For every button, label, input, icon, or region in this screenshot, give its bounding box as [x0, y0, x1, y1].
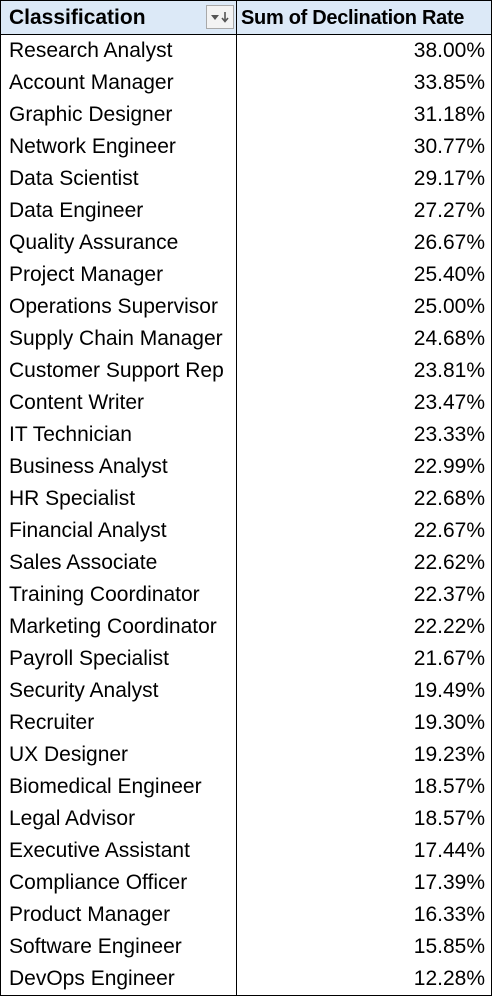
classification-cell[interactable]: Security Analyst — [1, 675, 237, 707]
classification-cell[interactable]: Legal Advisor — [1, 803, 237, 835]
classification-cell[interactable]: DevOps Engineer — [1, 963, 237, 995]
declination-rate-cell[interactable]: 22.37% — [413, 583, 485, 606]
classification-cell[interactable]: Supply Chain Manager — [1, 323, 237, 355]
declination-rate-cell[interactable]: 25.00% — [413, 295, 485, 318]
classification-cell[interactable]: UX Designer — [1, 739, 237, 771]
classification-cell[interactable]: Customer Support Rep — [1, 355, 237, 387]
pivot-row: Graphic Designer 31.18% — [1, 99, 491, 131]
declination-rate-cell[interactable]: 26.67% — [413, 231, 485, 254]
declination-rate-cell[interactable]: 19.49% — [413, 679, 485, 702]
classification-cell[interactable]: Software Engineer — [1, 931, 237, 963]
classification-cell[interactable]: Network Engineer — [1, 131, 237, 163]
pivot-row: Recruiter 19.30% — [1, 707, 491, 739]
classification-cell[interactable]: Financial Analyst — [1, 515, 237, 547]
declination-rate-cell[interactable]: 21.67% — [413, 647, 485, 670]
classification-cell[interactable]: Marketing Coordinator — [1, 611, 237, 643]
declination-rate-cell[interactable]: 18.57% — [413, 775, 485, 798]
classification-cell[interactable]: Product Manager — [1, 899, 237, 931]
declination-rate-cell[interactable]: 25.40% — [413, 263, 485, 286]
declination-rate-cell[interactable]: 17.44% — [413, 839, 485, 862]
declination-rate-cell[interactable]: 38.00% — [413, 39, 485, 62]
pivot-row: Data Scientist 29.17% — [1, 163, 491, 195]
declination-rate-cell[interactable]: 15.85% — [413, 935, 485, 958]
declination-rate-cell[interactable]: 17.39% — [413, 871, 485, 894]
pivot-row: Financial Analyst 22.67% — [1, 515, 491, 547]
classification-cell[interactable]: Project Manager — [1, 259, 237, 291]
classification-cell[interactable]: Sales Associate — [1, 547, 237, 579]
pivot-header-row: Classification Sum of Declination Rate — [1, 1, 491, 35]
classification-cell[interactable]: Business Analyst — [1, 451, 237, 483]
classification-cell[interactable]: HR Specialist — [1, 483, 237, 515]
declination-rate-cell[interactable]: 23.33% — [413, 423, 485, 446]
pivot-row: Customer Support Rep 23.81% — [1, 355, 491, 387]
pivot-row: Training Coordinator 22.37% — [1, 579, 491, 611]
declination-rate-cell[interactable]: 24.68% — [413, 327, 485, 350]
declination-rate-cell[interactable]: 29.17% — [413, 167, 485, 190]
declination-rate-cell[interactable]: 22.99% — [413, 455, 485, 478]
declination-rate-cell[interactable]: 27.27% — [413, 199, 485, 222]
pivot-row: Compliance Officer 17.39% — [1, 867, 491, 899]
declination-rate-cell[interactable]: 33.85% — [413, 71, 485, 94]
declination-rate-cell[interactable]: 19.30% — [413, 711, 485, 734]
declination-rate-cell[interactable]: 16.33% — [413, 903, 485, 926]
declination-rate-cell[interactable]: 22.22% — [413, 615, 485, 638]
classification-cell[interactable]: Biomedical Engineer — [1, 771, 237, 803]
pivot-row: Executive Assistant 17.44% — [1, 835, 491, 867]
pivot-row: Biomedical Engineer 18.57% — [1, 771, 491, 803]
pivot-row: Supply Chain Manager 24.68% — [1, 323, 491, 355]
pivot-row: Business Analyst 22.99% — [1, 451, 491, 483]
pivot-row: Network Engineer 30.77% — [1, 131, 491, 163]
pivot-body: Research Analyst 38.00% Account Manager 33.… — [1, 35, 491, 995]
classification-cell[interactable]: Quality Assurance — [1, 227, 237, 259]
pivot-row: DevOps Engineer 12.28% — [1, 963, 491, 995]
value-header-cell[interactable]: Sum of Declination Rate — [237, 1, 491, 34]
pivot-row: Research Analyst 38.00% — [1, 35, 491, 67]
row-label-header-text: Classification — [9, 6, 146, 29]
classification-cell[interactable]: Training Coordinator — [1, 579, 237, 611]
classification-cell[interactable]: Account Manager — [1, 67, 237, 99]
declination-rate-cell[interactable]: 31.18% — [413, 103, 485, 126]
pivot-row: Data Engineer 27.27% — [1, 195, 491, 227]
declination-rate-cell[interactable]: 30.77% — [413, 135, 485, 158]
pivot-row: Security Analyst 19.49% — [1, 675, 491, 707]
classification-cell[interactable]: IT Technician — [1, 419, 237, 451]
declination-rate-cell[interactable]: 12.28% — [413, 967, 485, 990]
pivot-row: Quality Assurance 26.67% — [1, 227, 491, 259]
classification-cell[interactable]: Graphic Designer — [1, 99, 237, 131]
classification-cell[interactable]: Content Writer — [1, 387, 237, 419]
classification-cell[interactable]: Compliance Officer — [1, 867, 237, 899]
pivot-row: Payroll Specialist 21.67% — [1, 643, 491, 675]
value-header-text: Sum of Declination Rate — [241, 7, 465, 29]
classification-cell[interactable]: Research Analyst — [1, 35, 237, 67]
pivot-row: Account Manager 33.85% — [1, 67, 491, 99]
classification-cell[interactable]: Recruiter — [1, 707, 237, 739]
classification-cell[interactable]: Payroll Specialist — [1, 643, 237, 675]
pivot-row: Sales Associate 22.62% — [1, 547, 491, 579]
pivot-row: HR Specialist 22.68% — [1, 483, 491, 515]
pivot-row: Software Engineer 15.85% — [1, 931, 491, 963]
classification-cell[interactable]: Data Scientist — [1, 163, 237, 195]
pivot-row: UX Designer 19.23% — [1, 739, 491, 771]
declination-rate-cell[interactable]: 22.68% — [413, 487, 485, 510]
row-label-header-cell[interactable]: Classification — [1, 1, 237, 34]
pivot-row: Product Manager 16.33% — [1, 899, 491, 931]
pivot-row: Marketing Coordinator 22.22% — [1, 611, 491, 643]
classification-cell[interactable]: Data Engineer — [1, 195, 237, 227]
declination-rate-cell[interactable]: 18.57% — [413, 807, 485, 830]
sort-descending-filter-icon — [211, 12, 229, 23]
sort-filter-button[interactable] — [206, 5, 234, 29]
declination-rate-cell[interactable]: 22.62% — [413, 551, 485, 574]
pivot-row: Project Manager 25.40% — [1, 259, 491, 291]
declination-rate-cell[interactable]: 19.23% — [413, 743, 485, 766]
pivot-row: Content Writer 23.47% — [1, 387, 491, 419]
declination-rate-cell[interactable]: 23.81% — [413, 359, 485, 382]
classification-cell[interactable]: Operations Supervisor — [1, 291, 237, 323]
declination-rate-cell[interactable]: 23.47% — [413, 391, 485, 414]
pivot-row: IT Technician 23.33% — [1, 419, 491, 451]
classification-cell[interactable]: Executive Assistant — [1, 835, 237, 867]
declination-rate-cell[interactable]: 22.67% — [413, 519, 485, 542]
pivot-row: Legal Advisor 18.57% — [1, 803, 491, 835]
pivot-row: Operations Supervisor 25.00% — [1, 291, 491, 323]
